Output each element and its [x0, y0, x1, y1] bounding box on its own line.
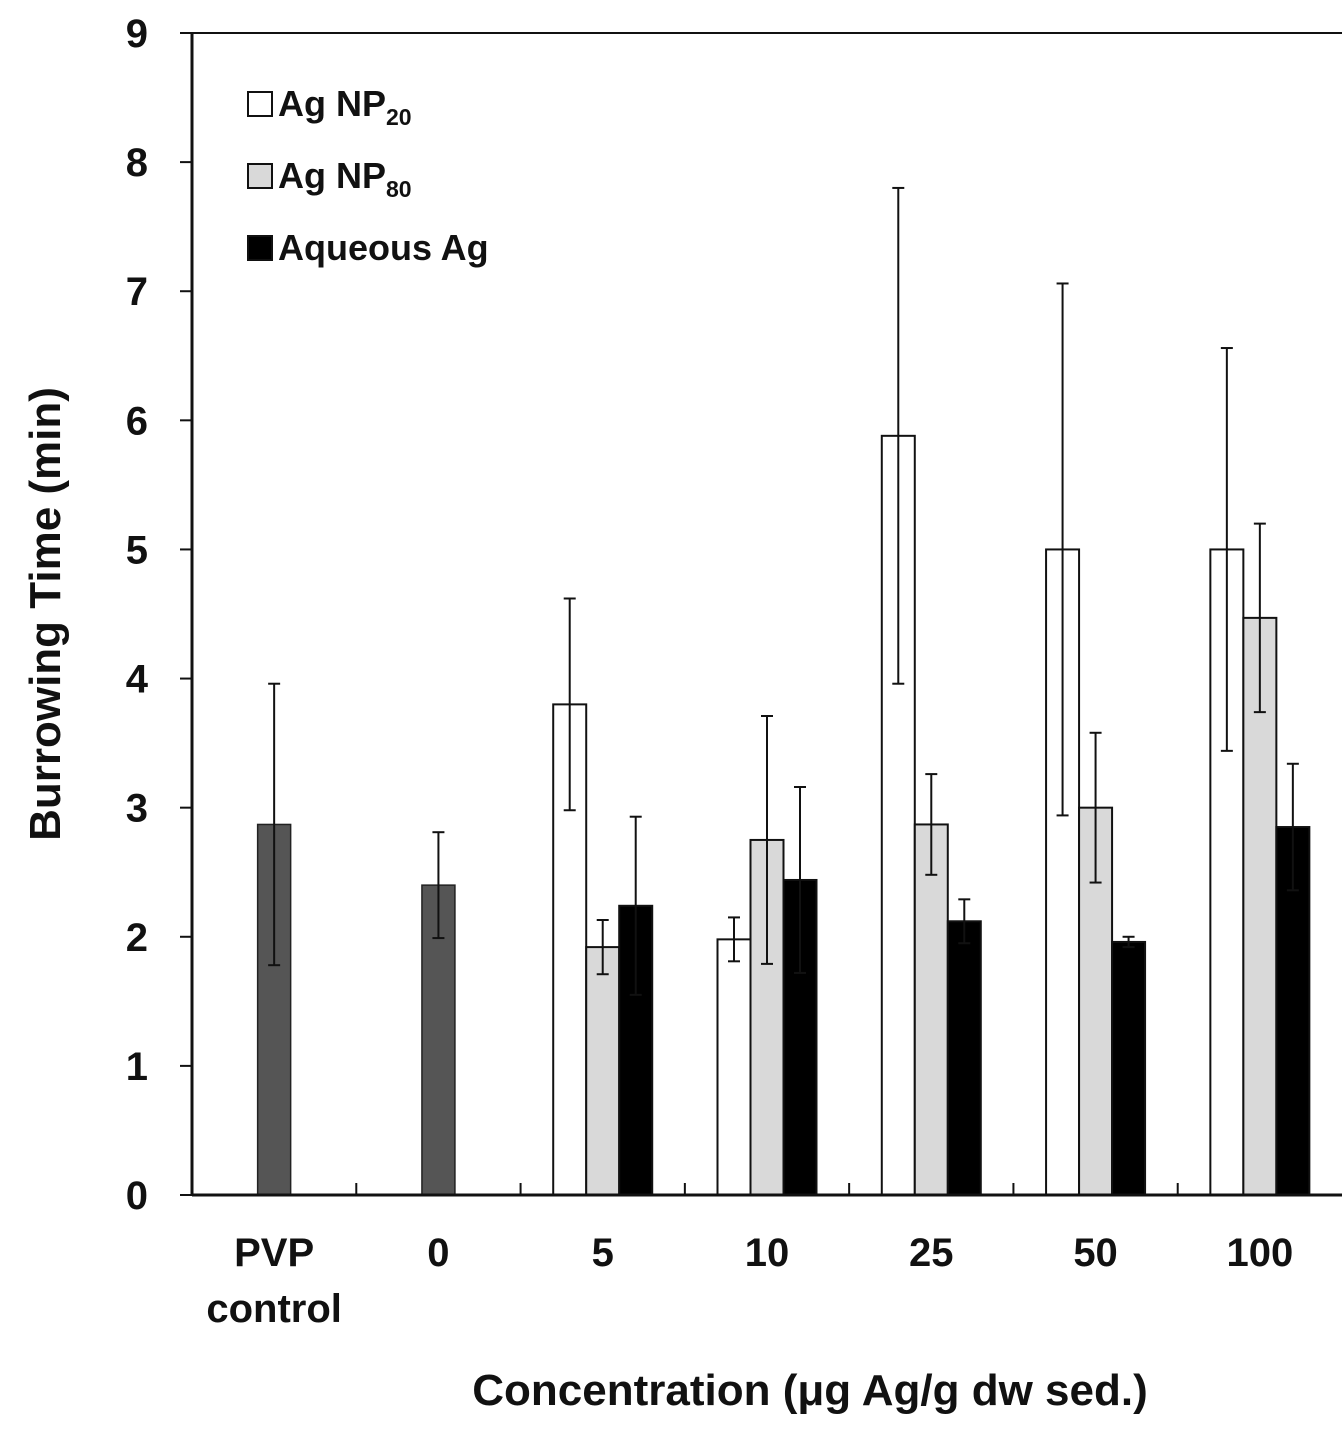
- y-tick-label-9: 9: [126, 12, 148, 56]
- legend-subscript-0: 20: [386, 104, 412, 130]
- x-axis-title: Concentration (μg Ag/g dw sed.): [472, 1366, 1148, 1415]
- bar-series0-cat3: [716, 938, 752, 1196]
- legend-label-2: Aqueous Ag: [278, 227, 489, 268]
- y-tick-label-2: 2: [126, 916, 148, 960]
- x-tick-label-6: 100: [1226, 1231, 1293, 1275]
- x-tick-label-4: 25: [909, 1231, 954, 1275]
- bar-series2-cat4: [946, 920, 982, 1196]
- bar-series1-cat4: [913, 823, 949, 1196]
- y-tick-label-5: 5: [126, 528, 148, 572]
- legend: Ag NP20 Ag NP80 Aqueous Ag: [247, 83, 489, 268]
- y-tick-label-3: 3: [126, 787, 148, 831]
- y-tick-label-7: 7: [126, 270, 148, 314]
- axes-group: [190, 32, 1342, 1197]
- y-tick-label-8: 8: [126, 141, 148, 185]
- x-tick-label-3: 10: [745, 1231, 790, 1275]
- legend-subscript-1: 80: [386, 176, 412, 202]
- error-bars-group: [268, 186, 1299, 996]
- legend-label-0: Ag NP20: [278, 83, 412, 130]
- y-tick-label-4: 4: [126, 658, 149, 702]
- x-ticks-group: PVP control 0 5 10 25 50 100: [206, 1183, 1293, 1331]
- x-tick-label-2: 5: [592, 1231, 614, 1275]
- legend-swatch-1: [247, 163, 273, 189]
- y-tick-label-1: 1: [126, 1045, 148, 1089]
- y-tick-label-0: 0: [126, 1174, 148, 1218]
- bar-series2-cat5: [1111, 940, 1147, 1196]
- y-axis-title: Burrowing Time (min): [21, 387, 70, 841]
- x-tick-label-5: 50: [1073, 1231, 1118, 1275]
- legend-swatch-2: [247, 235, 273, 261]
- x-tick-label-0-line2: control: [206, 1287, 342, 1331]
- y-ticks-group: 0 1 2 3 4 5 6 7 8 9: [126, 12, 192, 1218]
- legend-label-1: Ag NP80: [278, 155, 412, 202]
- x-tick-label-1: 0: [427, 1231, 449, 1275]
- bar-series0-cat4: [880, 434, 916, 1196]
- y-tick-label-6: 6: [126, 399, 148, 443]
- legend-swatch-0: [247, 91, 273, 117]
- bars-group: [256, 434, 1311, 1197]
- bar-series1-cat2: [585, 946, 621, 1197]
- x-tick-label-0: PVP: [234, 1231, 314, 1275]
